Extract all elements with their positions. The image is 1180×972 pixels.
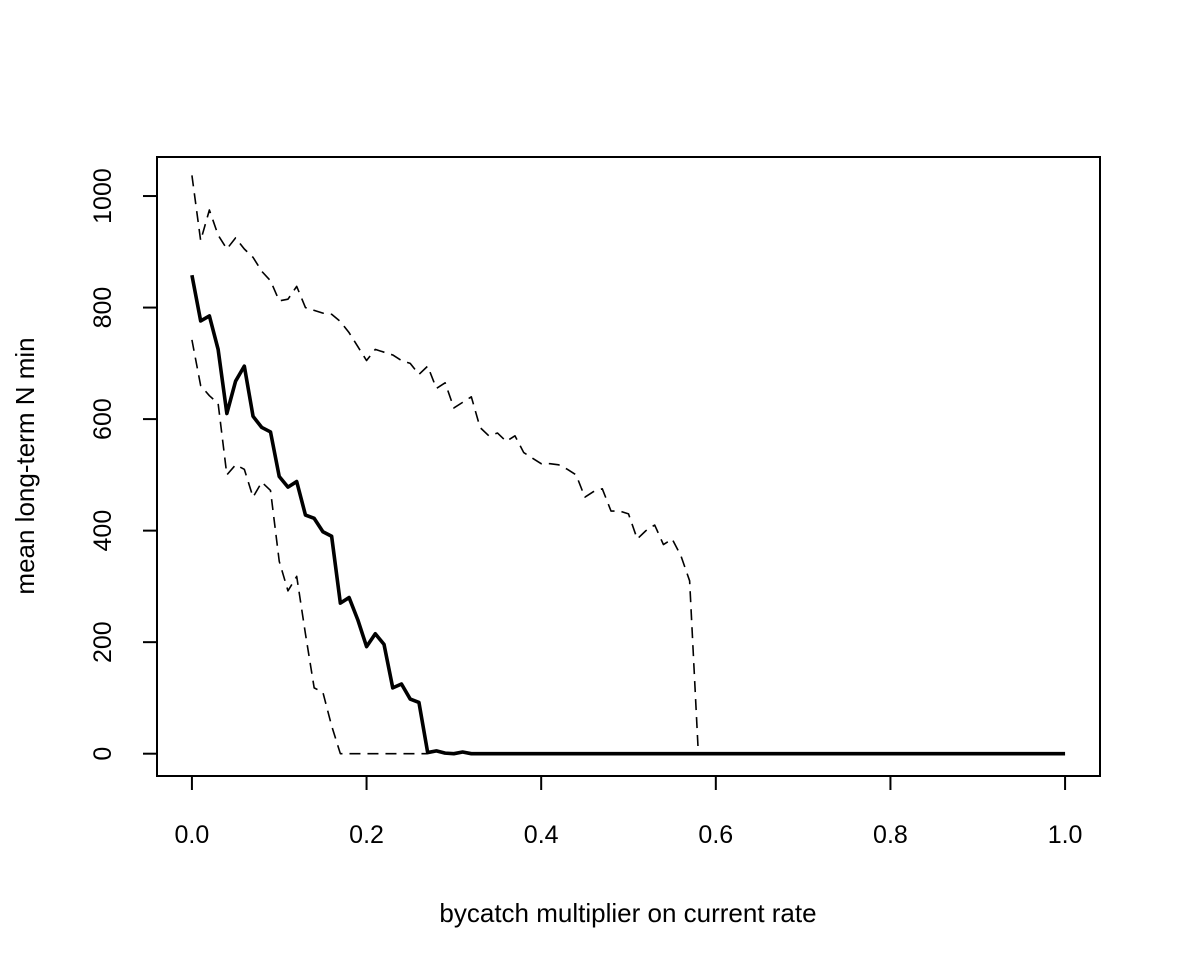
y-tick-label: 1000 [89, 168, 117, 224]
series-line-dashed-1 [191, 339, 428, 755]
series-line-dashed-2 [191, 175, 700, 754]
x-tick-label: 0.4 [524, 821, 559, 849]
y-axis-title: mean long-term N min [10, 337, 40, 594]
x-tick-label: 1.0 [1048, 821, 1083, 849]
y-tick-label: 600 [89, 398, 117, 440]
series-layer [190, 175, 1066, 756]
x-axis-title: bycatch multiplier on current rate [439, 898, 816, 928]
plot-frame [156, 156, 1101, 777]
x-tick-label: 0.6 [698, 821, 733, 849]
y-axis: 0 200 400 600 800 1000 [89, 168, 158, 761]
y-tick-label: 0 [89, 747, 117, 761]
x-axis: 0.0 0.2 0.4 0.6 0.8 1.0 [175, 775, 1083, 849]
series-line-mean [190, 274, 1066, 756]
y-tick-label: 800 [89, 287, 117, 329]
y-tick-label: 200 [89, 621, 117, 663]
x-tick-label: 0.8 [873, 821, 908, 849]
y-tick-label: 400 [89, 510, 117, 552]
x-tick-label: 0.2 [349, 821, 384, 849]
x-tick-label: 0.0 [175, 821, 210, 849]
